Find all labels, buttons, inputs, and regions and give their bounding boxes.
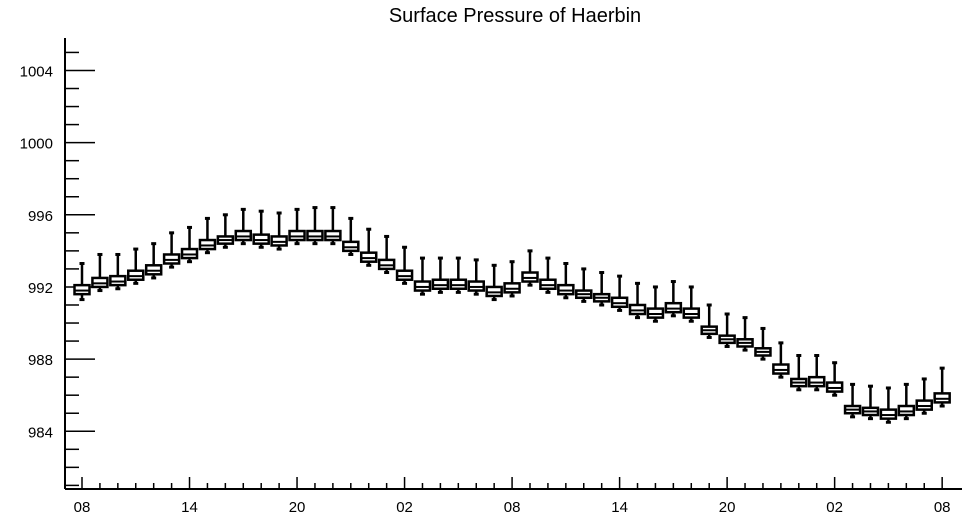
box-plot [933,366,951,408]
box-plot [825,361,844,397]
box-plot [646,285,665,323]
box-plot [467,258,485,296]
box-plot [109,252,127,291]
axes [64,38,962,490]
box-plot [915,377,933,415]
x-tick-label: 02 [396,499,413,516]
box-plot [73,262,91,302]
x-tick-label: 08 [74,499,91,516]
y-tick-label: 996 [28,208,53,225]
box-plot [807,354,826,392]
box-plot [395,245,414,285]
x-axis-ticks: 08 14 20 02 08 14 20 02 08 [74,477,951,516]
y-tick-label: 984 [28,424,53,441]
box-plot [790,354,808,392]
box-plot [288,207,306,246]
x-tick-label: 14 [181,499,198,516]
box-plot [861,384,880,421]
box-plot [879,386,898,424]
box-plot [628,281,647,320]
box-plot [216,213,235,249]
box-plot [377,234,396,275]
box-plot [575,267,593,303]
box-plot [592,271,611,307]
box-plot [718,312,736,348]
y-tick-label: 992 [28,280,53,297]
x-tick-label: 20 [719,499,736,516]
box-plot [539,256,557,294]
box-plot [413,256,432,296]
y-axis-ticks: 984 988 992 996 1000 1004 [20,51,95,487]
box-plot [664,280,683,318]
box-plot [91,252,109,293]
box-plot [843,382,862,419]
box-plot [431,256,450,294]
box-plot [754,326,772,361]
chart-title: Surface Pressure of Haerbin [389,5,641,27]
box-plot [127,247,145,285]
y-tick-label: 1000 [20,136,53,153]
box-plot [772,341,790,379]
box-plot [162,231,181,269]
y-tick-label: 1004 [20,63,53,80]
box-plot [342,216,360,256]
x-tick-label: 08 [504,499,521,516]
box-plot [234,207,253,246]
box-plot [897,382,916,421]
y-tick-label: 988 [28,352,53,369]
box-plot [503,260,521,298]
box-plot [198,216,217,255]
box-plot [270,211,288,251]
box-plot [252,209,270,249]
box-plot [682,285,701,323]
box-plot [449,256,468,294]
box-plot [521,249,539,287]
x-tick-label: 14 [611,499,628,516]
box-plot [144,242,163,280]
box-plot-series [73,206,951,424]
box-plot [485,263,503,302]
box-plot [557,262,575,300]
box-plot [180,225,199,264]
box-plot [610,274,629,312]
box-plot [700,303,718,339]
box-plot [736,316,754,352]
x-tick-label: 20 [289,499,306,516]
x-tick-label: 02 [826,499,843,516]
box-plot [324,206,342,246]
box-plot [359,227,378,267]
box-plot [306,206,324,246]
x-tick-label: 08 [934,499,951,516]
